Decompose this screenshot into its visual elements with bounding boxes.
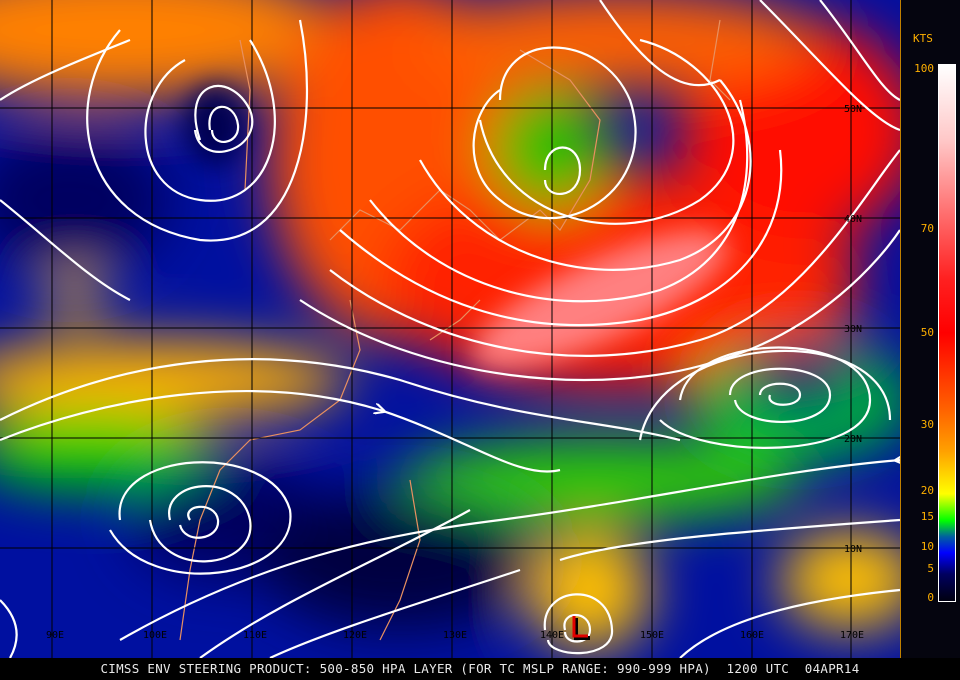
lon-label: 130E — [443, 630, 467, 641]
coastlines — [179, 19, 731, 641]
wind-speed-field — [0, 0, 900, 658]
steering-flow-map: L 90E 100E 110E 120E 130E 140E 150E 160E… — [0, 0, 900, 658]
lon-label: 90E — [46, 630, 64, 641]
legend-tick: 30 — [920, 418, 934, 431]
legend-tick: 0 — [927, 591, 934, 604]
streamlines — [0, 0, 900, 658]
storm-center: L — [572, 616, 590, 640]
lat-label: 50N — [844, 104, 862, 115]
lon-label: 150E — [640, 630, 664, 641]
lat-label: 30N — [844, 324, 862, 335]
lat-label: 10N — [844, 544, 862, 555]
legend-tick: 15 — [920, 510, 934, 523]
product-caption: CIMSS ENV STEERING PRODUCT: 500-850 HPA … — [0, 658, 960, 680]
legend-tick: 70 — [920, 222, 934, 235]
legend-tick: 10 — [920, 540, 934, 553]
color-scale-bar — [938, 64, 956, 602]
longitude-labels: 90E 100E 110E 120E 130E 140E 150E 160E 1… — [46, 630, 864, 641]
lon-label: 170E — [840, 630, 864, 641]
lon-label: 140E — [540, 630, 564, 641]
legend-tick: 50 — [920, 326, 934, 339]
legend-units: KTS — [913, 32, 933, 45]
lat-label: 40N — [844, 214, 862, 225]
color-scale-legend: KTS 100 70 50 30 20 15 10 5 0 — [900, 0, 960, 658]
latitude-labels: 50N 40N 30N 20N 10N — [844, 104, 862, 555]
legend-tick: 100 — [914, 62, 934, 75]
lat-label: 20N — [844, 434, 862, 445]
lon-label: 160E — [740, 630, 764, 641]
legend-tick: 5 — [927, 562, 934, 575]
lat-lon-grid — [0, 0, 900, 658]
lon-label: 110E — [243, 630, 267, 641]
lon-label: 100E — [143, 630, 167, 641]
legend-tick: 20 — [920, 484, 934, 497]
lon-label: 120E — [343, 630, 367, 641]
